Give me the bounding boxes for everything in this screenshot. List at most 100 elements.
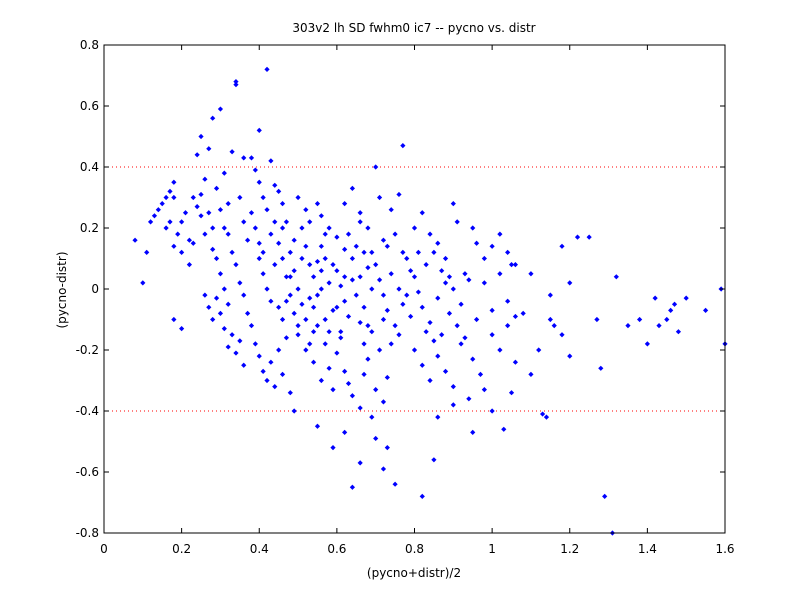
data-point xyxy=(314,423,321,429)
chart-title: 303v2 lh SD fwhm0 ic7 -- pycno vs. distr xyxy=(292,21,535,35)
data-point xyxy=(342,368,348,374)
data-point xyxy=(450,384,456,390)
data-point xyxy=(411,347,418,353)
data-point xyxy=(567,353,573,359)
data-point xyxy=(241,219,247,225)
data-point xyxy=(314,292,321,298)
data-point xyxy=(349,277,355,283)
data-point xyxy=(279,201,286,207)
y-axis-ticks: -0.8 -0.6 -0.4 -0.2 0 0.2 0.4 0.6 0.8 xyxy=(76,38,725,540)
data-point xyxy=(322,341,328,347)
data-point xyxy=(330,387,336,393)
x-tick-label: 1.6 xyxy=(715,542,734,556)
data-point xyxy=(462,271,468,277)
data-point xyxy=(144,249,150,255)
data-point xyxy=(435,414,441,420)
data-point xyxy=(276,347,282,353)
data-point xyxy=(477,371,484,377)
data-point xyxy=(151,213,158,219)
data-point xyxy=(322,255,328,262)
data-point xyxy=(194,152,200,158)
data-point xyxy=(396,191,402,198)
data-point xyxy=(299,225,305,231)
data-point xyxy=(388,341,394,347)
y-tick-label: -0.4 xyxy=(76,404,99,418)
data-point xyxy=(357,405,363,411)
data-point xyxy=(171,194,177,201)
data-point xyxy=(567,280,573,286)
data-point xyxy=(345,380,352,387)
data-point xyxy=(237,338,243,344)
data-point xyxy=(442,368,449,374)
data-point xyxy=(497,271,503,277)
data-point xyxy=(221,170,227,176)
data-point xyxy=(237,280,243,286)
data-point xyxy=(384,445,390,451)
data-point xyxy=(505,323,511,329)
data-point xyxy=(237,194,243,201)
data-point xyxy=(245,310,251,316)
data-point xyxy=(248,155,255,161)
data-point xyxy=(272,219,278,225)
data-point xyxy=(322,316,328,323)
data-point xyxy=(411,274,418,280)
data-point xyxy=(559,332,565,338)
data-point xyxy=(326,329,332,335)
data-point xyxy=(365,356,371,362)
y-axis-label: (pycno-distr) xyxy=(55,251,69,328)
data-point xyxy=(671,301,678,307)
data-point xyxy=(361,371,367,377)
data-points xyxy=(132,66,728,536)
data-point xyxy=(330,262,336,268)
data-point xyxy=(442,280,449,286)
reference-lines xyxy=(104,166,725,412)
data-point xyxy=(702,307,709,313)
data-point xyxy=(675,329,682,335)
data-point xyxy=(380,466,387,472)
data-point xyxy=(349,255,355,262)
y-tick-label: 0.8 xyxy=(80,38,99,52)
data-point xyxy=(233,262,239,268)
data-point xyxy=(345,313,352,320)
data-point xyxy=(376,347,383,353)
data-point xyxy=(318,243,324,249)
y-tick-label: -0.8 xyxy=(76,526,99,540)
data-point xyxy=(283,298,290,304)
x-tick-label: 0.8 xyxy=(405,542,424,556)
data-point xyxy=(229,332,235,338)
data-point xyxy=(466,277,472,283)
data-point xyxy=(512,313,519,320)
data-point xyxy=(369,286,375,292)
data-point xyxy=(299,301,305,307)
data-point xyxy=(221,286,227,292)
data-point xyxy=(225,344,231,350)
data-point xyxy=(256,240,262,246)
data-point xyxy=(380,237,387,243)
data-point xyxy=(229,249,235,255)
data-point xyxy=(357,219,363,225)
data-point xyxy=(345,231,352,237)
data-point xyxy=(268,158,274,164)
data-point xyxy=(547,316,553,323)
x-axis-label: (pycno+distr)/2 xyxy=(367,566,461,580)
data-point xyxy=(384,307,390,313)
data-point xyxy=(380,399,387,405)
data-point xyxy=(644,341,650,347)
data-point xyxy=(474,316,480,323)
data-point xyxy=(400,301,406,307)
data-point xyxy=(233,350,239,356)
data-point xyxy=(318,377,324,384)
data-point xyxy=(210,225,216,231)
data-point xyxy=(279,225,286,231)
data-point xyxy=(446,274,453,280)
data-point xyxy=(147,219,154,225)
data-point xyxy=(210,115,216,121)
data-point xyxy=(574,234,581,240)
plot-area xyxy=(103,44,728,536)
data-point xyxy=(598,365,604,371)
data-point xyxy=(272,262,278,268)
data-point xyxy=(365,265,371,271)
data-point xyxy=(392,323,398,329)
data-point xyxy=(342,274,348,280)
